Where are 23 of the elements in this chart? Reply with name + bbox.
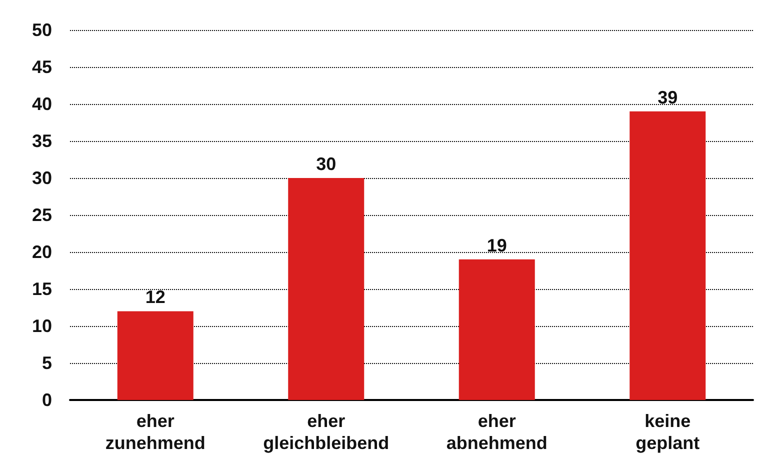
y-tick-label: 30: [32, 168, 52, 188]
bar: [288, 178, 364, 400]
bar: [458, 259, 535, 400]
x-tick-label: eher gleichbleibend: [263, 411, 390, 453]
y-tick-label: 45: [32, 57, 52, 77]
y-tick-label: 0: [42, 390, 52, 410]
x-tick-label: keine geplant: [636, 411, 700, 453]
data-label: 39: [658, 87, 678, 108]
data-label: 19: [486, 235, 507, 256]
data-label: 30: [316, 154, 336, 174]
y-tick-label: 35: [32, 131, 52, 151]
bar: [117, 311, 194, 400]
y-tick-label: 40: [32, 94, 52, 114]
bar: [630, 111, 706, 400]
y-tick-label: 10: [32, 316, 52, 336]
y-tick-label: 20: [32, 242, 52, 262]
data-label: 12: [145, 287, 166, 308]
y-tick-label: 25: [32, 205, 52, 225]
y-tick-label: 50: [32, 20, 52, 40]
y-tick-label: 5: [42, 353, 52, 373]
x-tick-label: eher abnehmend: [446, 411, 548, 453]
y-tick-label: 15: [32, 279, 52, 299]
x-tick-label: eher zunehmend: [105, 411, 206, 453]
